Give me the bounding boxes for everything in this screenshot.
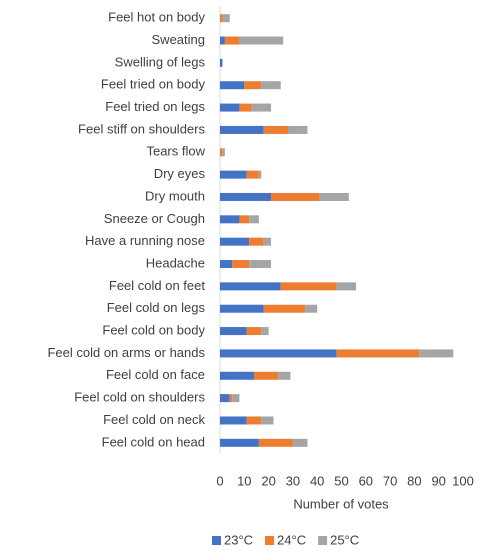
y-tick-label: Feel cold on head <box>102 434 205 449</box>
bar-segment <box>319 192 349 201</box>
bar-segment <box>261 327 269 336</box>
bar-segment <box>288 125 308 134</box>
bar-segment <box>254 371 279 380</box>
y-tick-label: Feel cold on legs <box>107 300 206 315</box>
y-tick-label: Feel cold on arms or hands <box>47 345 205 360</box>
bar-segment <box>278 371 291 380</box>
bar-segment <box>220 438 259 447</box>
y-tick-label: Headache <box>146 255 205 270</box>
y-tick-label: Sweating <box>152 32 205 47</box>
bar-segment <box>249 237 264 246</box>
bar-segment <box>263 125 289 134</box>
bar-segment <box>220 260 233 269</box>
x-tick-label: 40 <box>310 473 324 488</box>
bar-segment <box>258 170 262 179</box>
y-tick-label: Feel cold on body <box>102 323 205 338</box>
bar-segment <box>220 237 250 246</box>
x-tick-label: 100 <box>452 473 474 488</box>
bar-segment <box>220 215 240 224</box>
x-tick-label: 90 <box>431 473 445 488</box>
bar-segment <box>336 282 357 291</box>
y-tick-label: Feel cold on face <box>106 367 205 382</box>
bar-segment <box>220 170 247 179</box>
x-tick-label: 50 <box>334 473 348 488</box>
bar-segment <box>258 438 293 447</box>
bar-segment <box>249 260 272 269</box>
bar-segment <box>232 394 240 403</box>
bar-segment <box>280 282 337 291</box>
bar-segment <box>239 103 252 112</box>
bar-segment <box>249 215 259 224</box>
bar-segment <box>271 192 320 201</box>
bar-segment <box>244 81 262 90</box>
bar-segment <box>220 14 223 23</box>
x-tick-label: 80 <box>407 473 421 488</box>
bar-segment <box>246 416 262 425</box>
y-tick-label: Feel hot on body <box>108 10 205 25</box>
bar-segment <box>419 349 454 358</box>
bar-segment <box>224 36 240 45</box>
x-tick-label: 0 <box>216 473 223 488</box>
bar-segment <box>220 304 264 313</box>
bar-segment <box>305 304 318 313</box>
y-tick-label: Swelling of legs <box>115 54 206 69</box>
bar-segment <box>239 36 284 45</box>
bar-segment <box>246 170 259 179</box>
y-tick-label: Feel cold on shoulders <box>74 390 205 405</box>
bar-segment <box>220 148 223 157</box>
bar-segment <box>220 58 223 67</box>
bar-segment <box>232 260 250 269</box>
x-tick-label: 70 <box>383 473 397 488</box>
legend-label: 24°C <box>277 532 306 547</box>
bar-segment <box>220 327 247 336</box>
bar-segment <box>220 125 264 134</box>
y-tick-label: Dry mouth <box>145 188 205 203</box>
legend-label: 23°C <box>224 532 253 547</box>
bar-segment <box>229 394 233 403</box>
bar-segment <box>220 349 337 358</box>
bar-segment <box>220 394 230 403</box>
legend-swatch <box>318 536 328 545</box>
bar-segment <box>263 304 306 313</box>
x-tick-label: 30 <box>286 473 300 488</box>
bar-segment <box>220 192 272 201</box>
bar-segment <box>220 81 245 90</box>
bar-segment <box>261 81 281 90</box>
y-tick-label: Feel tried on legs <box>105 99 205 114</box>
bar-segment <box>220 416 247 425</box>
x-tick-label: 10 <box>237 473 251 488</box>
y-tick-label: Sneeze or Cough <box>104 211 205 226</box>
legend-swatch <box>265 536 275 545</box>
bar-segment <box>220 282 281 291</box>
y-tick-label: Feel tried on body <box>101 77 206 92</box>
bar-segment <box>261 416 274 425</box>
bar-segment <box>246 327 262 336</box>
bar-segment <box>220 371 255 380</box>
bar-segment <box>220 36 225 45</box>
legend-swatch <box>212 536 221 545</box>
bar-segment <box>336 349 420 358</box>
x-tick-label: 60 <box>359 473 373 488</box>
x-tick-label: 20 <box>261 473 275 488</box>
bar-segment <box>292 438 308 447</box>
bar-segment <box>222 14 230 23</box>
bar-segment <box>251 103 272 112</box>
x-axis-label: Number of votes <box>293 496 389 511</box>
bar-segment <box>263 237 272 246</box>
y-tick-label: Feel cold on feet <box>109 278 206 293</box>
bar-segment <box>222 148 225 157</box>
y-tick-label: Feel stiff on shoulders <box>78 121 205 136</box>
y-tick-label: Feel cold on neck <box>103 412 205 427</box>
bar-segment <box>239 215 250 224</box>
y-tick-label: Tears flow <box>146 144 205 159</box>
bar-segment <box>220 103 240 112</box>
y-tick-label: Dry eyes <box>154 166 206 181</box>
y-tick-label: Have a running nose <box>85 233 205 248</box>
legend-label: 25°C <box>330 532 359 547</box>
